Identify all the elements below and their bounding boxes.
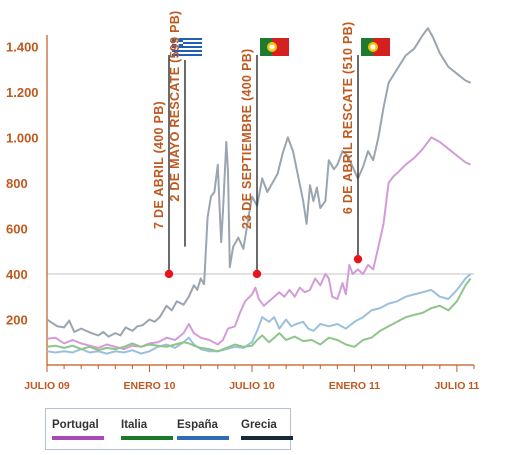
annotation-dot bbox=[252, 269, 262, 279]
y-tick-label: 600 bbox=[6, 221, 28, 236]
portugal-flag-icon bbox=[361, 38, 390, 56]
legend-swatch-italia bbox=[121, 436, 173, 440]
series-line-espana bbox=[46, 273, 472, 355]
legend-swatch-espana bbox=[177, 436, 229, 440]
y-tick-label: 200 bbox=[6, 312, 28, 327]
series-line-italia bbox=[46, 277, 472, 353]
legend-swatch-portugal bbox=[52, 436, 104, 440]
series-line-grecia bbox=[46, 27, 472, 338]
y-tick-label: 1.000 bbox=[6, 130, 39, 145]
legend-swatch-grecia bbox=[241, 436, 293, 440]
legend-label-grecia: Grecia bbox=[241, 419, 277, 431]
annotation-label: 23 DE SEPTIEMBRE (400 PB) bbox=[240, 48, 254, 228]
portugal-flag-icon bbox=[260, 38, 289, 56]
x-tick-label: ENERO 10 bbox=[124, 380, 176, 392]
annotation-label: 2 DE MAYO RESCATE (599 PB) bbox=[168, 10, 182, 201]
legend-label-portugal: Portugal bbox=[52, 419, 99, 431]
annotation-dot bbox=[164, 269, 174, 279]
x-tick-label: JULIO 09 bbox=[24, 380, 70, 392]
x-tick-label: JULIO 10 bbox=[229, 380, 275, 392]
annotation-dot bbox=[353, 254, 363, 264]
axes: 200 400 600 800 1.000 1.200 1.400 JULIO 09 ENERO… bbox=[6, 35, 480, 392]
greece-flag-icon bbox=[172, 38, 202, 56]
x-tick-label: JULIO 11 bbox=[434, 380, 479, 392]
y-tick-label: 1.400 bbox=[6, 39, 39, 54]
legend: Portugal Italia España Grecia bbox=[45, 408, 293, 450]
annotation-label: 6 DE ABRIL RESCATE (510 PB) bbox=[341, 22, 355, 215]
annotation-label: 7 DE ABRIL (400 PB) bbox=[152, 101, 166, 229]
legend-label-espana: España bbox=[177, 419, 218, 431]
x-tick-label: ENERO 11 bbox=[329, 380, 381, 392]
y-tick-label: 800 bbox=[6, 176, 28, 191]
y-tick-label: 1.200 bbox=[6, 85, 39, 100]
y-tick-label: 400 bbox=[6, 267, 28, 282]
annotations: 7 DE ABRIL (400 PB) 2 DE MAYO RESCATE (59… bbox=[152, 10, 390, 279]
series-lines bbox=[46, 27, 472, 355]
legend-label-italia: Italia bbox=[121, 419, 148, 431]
